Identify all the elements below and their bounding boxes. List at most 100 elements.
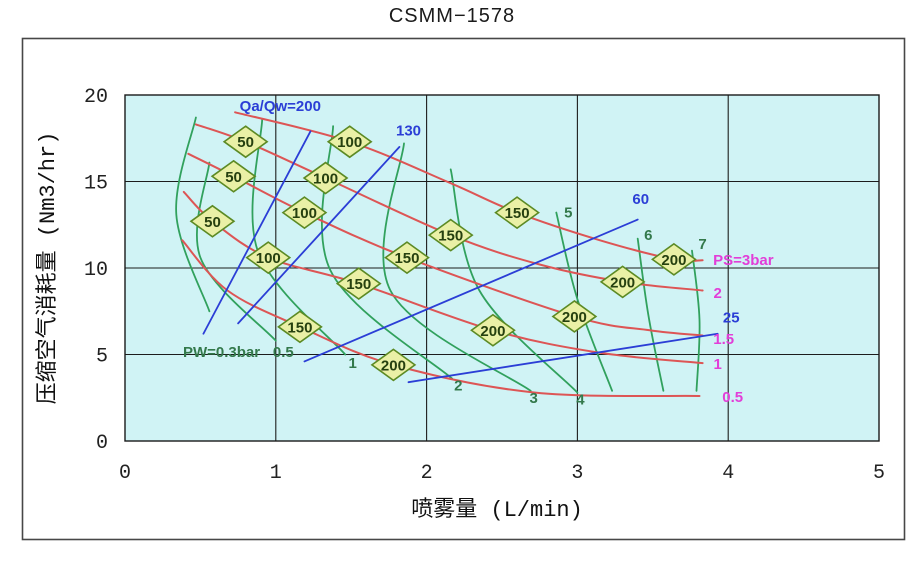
diamond-icon <box>210 159 257 193</box>
marker-diamond-100: 100 <box>302 161 349 195</box>
marker-diamond-50: 50 <box>210 159 257 193</box>
x-tick-2: 2 <box>421 462 433 485</box>
annotation-pw-0.3bar: PW=0.3bar <box>183 344 260 361</box>
marker-diamond-100: 100 <box>281 196 328 230</box>
curve-pw-4bar <box>449 168 579 394</box>
plot-generated-content: 0 1 2 3 4 50510152050505010010010010015015015… <box>84 86 885 485</box>
y-axis-title: 压缩空气消耗量 (Nm3/hr) <box>35 132 61 405</box>
diamond-icon <box>222 125 269 159</box>
annotation-7: 7 <box>698 236 706 253</box>
x-tick-1: 1 <box>270 462 282 485</box>
annotation-1: 1 <box>349 355 357 372</box>
marker-value: 150 <box>505 205 530 222</box>
x-tick-4: 4 <box>722 462 734 485</box>
curve-qa-qw-25 <box>407 332 719 384</box>
marker-diamond-150: 150 <box>427 218 474 252</box>
annotation-4: 4 <box>576 391 585 408</box>
x-tick-3: 3 <box>571 462 583 485</box>
marker-value: 200 <box>480 323 505 340</box>
y-tick-5: 5 <box>96 346 108 369</box>
annotation-2: 2 <box>713 285 721 302</box>
curve-pw-0.5bar <box>196 161 277 342</box>
curve-pw-5bar <box>555 211 613 392</box>
annotation-130: 130 <box>396 122 421 139</box>
y-tick-0: 0 <box>96 432 108 455</box>
curve-ps-0.5bar <box>181 239 701 398</box>
annotation-25: 25 <box>723 309 740 326</box>
plot-border <box>124 94 880 442</box>
diamond-icon <box>189 204 236 238</box>
curve-pw-0.3bar <box>175 116 211 313</box>
marker-value: 150 <box>394 250 419 267</box>
diamond-icon <box>326 125 373 159</box>
marker-value: 150 <box>287 319 312 336</box>
marker-value: 100 <box>313 171 338 188</box>
y-tick-20: 20 <box>84 86 108 109</box>
marker-value: 50 <box>237 134 254 151</box>
marker-value: 200 <box>562 309 587 326</box>
marker-value: 100 <box>256 250 281 267</box>
marker-value: 200 <box>661 252 686 269</box>
curve-qa-qw-130 <box>237 146 401 325</box>
y-tick-10: 10 <box>84 259 108 282</box>
annotation-1: 1 <box>713 356 721 373</box>
x-tick-0: 0 <box>119 462 131 485</box>
diamond-icon <box>651 242 697 276</box>
annotation-2: 2 <box>454 378 462 395</box>
annotation-5: 5 <box>564 205 572 222</box>
x-axis-title: 喷雾量 (L/min) <box>411 497 583 523</box>
annotation-qa-qw-200: Qa/Qw=200 <box>240 98 321 115</box>
diamond-icon <box>335 267 382 301</box>
marker-diamond-100: 100 <box>326 125 373 159</box>
marker-diamond-50: 50 <box>222 125 269 159</box>
marker-diamond-150: 150 <box>494 196 540 230</box>
curve-qa-qw-200 <box>202 130 312 335</box>
marker-diamond-150: 150 <box>384 241 430 275</box>
diamond-icon <box>277 310 323 344</box>
marker-diamond-200: 200 <box>599 265 646 299</box>
annotation-0.5: 0.5 <box>722 389 743 406</box>
diamond-icon <box>245 241 292 275</box>
marker-value: 200 <box>610 274 635 291</box>
annotation-60: 60 <box>632 191 649 208</box>
annotation-3: 3 <box>529 390 537 407</box>
annotation-0.5: 0.5 <box>273 344 294 361</box>
diamond-icon <box>370 348 417 382</box>
curve-qa-qw-60 <box>303 218 639 363</box>
marker-value: 50 <box>225 169 242 186</box>
marker-value: 150 <box>438 228 463 245</box>
diamond-icon <box>384 241 430 275</box>
marker-diamond-100: 100 <box>245 241 292 275</box>
diamond-icon <box>302 161 349 195</box>
marker-value: 100 <box>292 205 317 222</box>
marker-diamond-50: 50 <box>189 204 236 238</box>
diamond-icon <box>494 196 540 230</box>
annotation-ps-3bar: PS=3bar <box>713 252 774 269</box>
diamond-icon <box>281 196 328 230</box>
marker-diamond-200: 200 <box>651 242 697 276</box>
marker-diamond-200: 200 <box>470 313 516 347</box>
chart-title: CSMM−1578 <box>389 5 515 27</box>
diamond-icon <box>599 265 646 299</box>
curve-pw-3bar <box>382 142 532 392</box>
y-tick-15: 15 <box>84 173 108 196</box>
x-tick-5: 5 <box>873 462 885 485</box>
diamond-icon <box>551 299 598 333</box>
marker-value: 50 <box>204 214 221 231</box>
curve-pw-2bar <box>320 125 454 380</box>
curve-pw-6bar <box>636 237 665 392</box>
diamond-icon <box>470 313 516 347</box>
annotation-6: 6 <box>644 227 652 244</box>
curve-pw-7bar <box>691 249 701 392</box>
marker-value: 100 <box>337 134 362 151</box>
marker-diamond-150: 150 <box>277 310 323 344</box>
diamond-icon <box>427 218 474 252</box>
marker-value: 200 <box>381 357 406 374</box>
marker-diamond-200: 200 <box>370 348 417 382</box>
marker-value: 150 <box>346 276 371 293</box>
annotation-1.5: 1.5 <box>713 331 734 348</box>
marker-diamond-150: 150 <box>335 267 382 301</box>
marker-diamond-200: 200 <box>551 299 598 333</box>
